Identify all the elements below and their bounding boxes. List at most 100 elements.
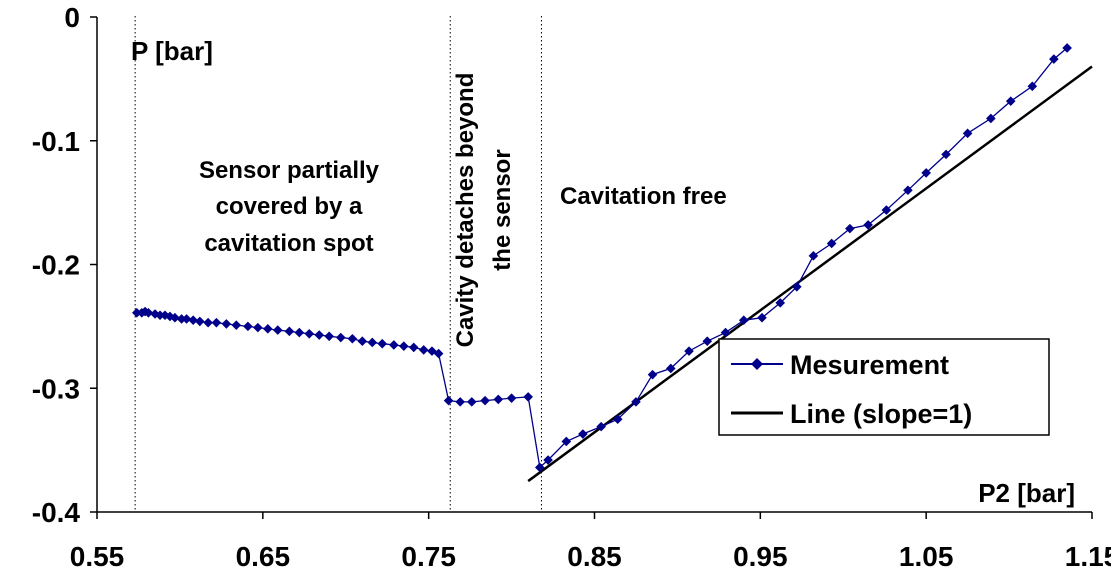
measurement-point	[941, 149, 951, 160]
measurement-point	[357, 336, 368, 347]
measurement-point	[335, 332, 346, 343]
measurement-point	[347, 333, 358, 344]
measurement-point	[443, 395, 454, 406]
annotations: Sensor partially covered by a cavitation s…	[199, 73, 727, 348]
measurement-point	[466, 397, 477, 407]
y-axis-label: P [bar]	[131, 36, 213, 66]
annotation-sensor-partially-covered: cavitation spot	[204, 230, 373, 257]
measurement-point	[1005, 96, 1016, 106]
measurement-point	[480, 395, 490, 406]
measurement-point	[314, 330, 325, 340]
y-tick-label: -0.2	[32, 250, 80, 281]
measurement-point	[272, 325, 283, 335]
measurement-point	[324, 331, 334, 342]
measurement-point	[211, 317, 222, 328]
measurement-point	[176, 314, 187, 324]
measurement-point	[203, 317, 213, 328]
measurement-point	[986, 113, 996, 124]
measurement-point	[684, 346, 694, 356]
y-tick-label: -0.4	[32, 497, 81, 528]
x-tick-label: 0.65	[236, 541, 291, 572]
x-tick-labels: 0.55 0.65 0.75 0.85 0.95 1.05 1.15	[70, 541, 1111, 572]
annotation-cavity-detaches: the sensor	[489, 149, 516, 270]
tick-marks	[90, 16, 1093, 519]
measurement-point	[808, 251, 819, 261]
y-tick-label: 0	[64, 2, 80, 33]
measurement-point	[826, 238, 837, 249]
measurement-point	[132, 307, 142, 318]
measurement-point	[284, 326, 295, 337]
measurement-point	[418, 345, 429, 355]
measurement-point	[845, 223, 855, 234]
annotation-sensor-partially-covered: Sensor partially	[199, 157, 380, 184]
legend-label-mesurement: Mesurement	[790, 350, 949, 380]
measurement-point	[170, 312, 180, 323]
measurement-point	[165, 311, 175, 322]
measurement-point	[221, 319, 232, 329]
x-tick-label: 0.85	[567, 541, 622, 572]
measurement-point	[408, 342, 419, 353]
plot-series	[132, 43, 1093, 483]
x-tick-label: 0.95	[733, 541, 788, 572]
measurement-point	[775, 298, 786, 308]
measurement-point	[561, 436, 572, 447]
measurement-point	[304, 329, 315, 339]
measurement-point	[881, 205, 892, 215]
measurement-point	[493, 394, 504, 405]
measurement-point	[1049, 54, 1059, 64]
measurement-point	[253, 322, 263, 333]
measurement-point	[792, 281, 802, 292]
measurement-point	[921, 168, 931, 178]
annotation-sensor-partially-covered: covered by a	[216, 193, 363, 220]
slope-one-reference-line	[527, 65, 1093, 483]
measurement-point	[578, 429, 588, 439]
x-tick-label: 0.55	[70, 541, 125, 572]
measurement-point	[263, 324, 273, 334]
measurement-point	[506, 393, 517, 403]
measurement-point	[195, 316, 205, 327]
measurement-point	[863, 220, 873, 230]
measurement-point	[720, 327, 731, 338]
measurement-point	[398, 341, 409, 351]
y-tick-labels: 0 -0.1 -0.2 -0.3 -0.4	[32, 2, 81, 528]
measurement-point	[665, 363, 676, 374]
legend-box	[718, 338, 1050, 436]
measurement-point	[647, 369, 658, 380]
measurement-point	[188, 315, 198, 325]
measurement-point	[523, 392, 533, 402]
measurement-point	[367, 337, 378, 348]
measurement-point	[181, 314, 192, 324]
annotation-cavity-detaches: Cavity detaches beyond	[452, 73, 479, 348]
x-tick-label: 1.15	[1065, 541, 1111, 572]
x-tick-label: 0.75	[401, 541, 456, 572]
legend: Mesurement Line (slope=1)	[718, 338, 1050, 436]
y-tick-label: -0.1	[32, 126, 80, 157]
legend-marker-mesurement	[751, 358, 763, 370]
measurement-point	[612, 414, 623, 424]
measurement-point	[143, 307, 154, 318]
x-tick-label: 1.05	[899, 541, 954, 572]
annotation-cavitation-free: Cavitation free	[560, 183, 727, 210]
region-divider-lines	[134, 16, 542, 512]
measurement-point	[433, 348, 444, 359]
measurement-point	[1062, 43, 1072, 53]
measurement-point	[757, 312, 767, 323]
measurement-point	[455, 397, 465, 407]
y-tick-label: -0.3	[32, 373, 80, 404]
measurement-point	[631, 397, 641, 407]
measurement-point	[962, 128, 973, 139]
measurement-point	[294, 327, 305, 338]
measurement-point	[377, 338, 388, 349]
measurement-point	[231, 320, 242, 330]
measurement-point	[903, 185, 913, 196]
measurement-point	[243, 321, 253, 332]
measurement-point	[596, 421, 606, 432]
measurement-point	[389, 340, 399, 350]
measurement-point	[702, 336, 713, 347]
legend-label-line: Line (slope=1)	[790, 399, 972, 429]
measurement-point	[160, 310, 170, 321]
measurement-point	[738, 315, 749, 325]
measurement-point	[1027, 81, 1038, 92]
measurement-point	[155, 310, 165, 321]
